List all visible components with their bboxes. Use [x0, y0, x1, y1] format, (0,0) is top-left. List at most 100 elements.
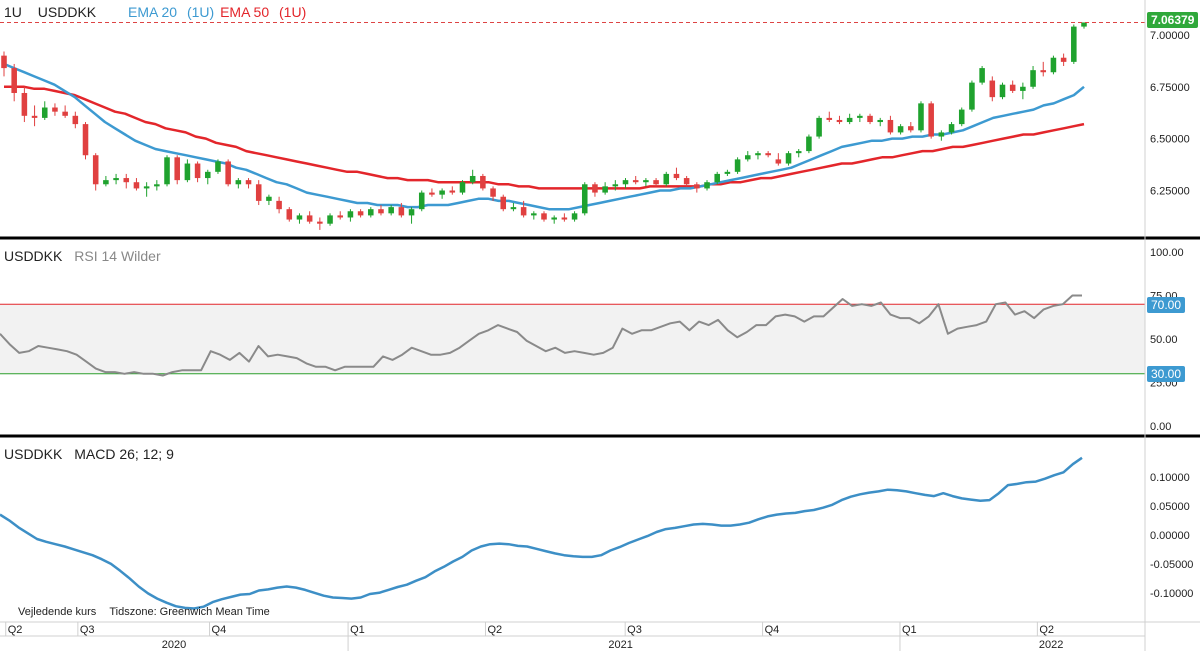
candle-body	[938, 132, 945, 137]
candle	[714, 171, 720, 185]
candle	[327, 213, 333, 226]
candle	[989, 76, 996, 102]
candle	[999, 82, 1006, 100]
candle-body	[592, 184, 598, 193]
candle-body	[418, 192, 425, 210]
candle-body	[806, 136, 812, 152]
candle	[174, 155, 180, 185]
candle	[439, 188, 445, 199]
candle	[510, 202, 517, 212]
candle	[581, 182, 588, 216]
candle-body	[378, 209, 384, 214]
candle	[21, 86, 28, 123]
candle	[744, 151, 751, 162]
macd-panel[interactable]	[0, 456, 1083, 610]
candle-body	[581, 184, 588, 214]
candle	[867, 113, 873, 125]
ema20-legend[interactable]: EMA 20 (1U)	[128, 4, 218, 20]
interval-label[interactable]: 1U	[4, 4, 22, 20]
quarter-label: Q2	[487, 624, 502, 636]
candle-body	[887, 119, 894, 133]
footer-notes: Vejledende kurs Tidszone: Greenwich Mean…	[18, 606, 270, 618]
candle	[266, 194, 272, 206]
candle	[469, 169, 476, 185]
candle-body	[531, 213, 537, 216]
candle-body	[72, 115, 79, 125]
candle	[459, 180, 466, 195]
macd-line	[0, 456, 1083, 610]
candle	[62, 105, 68, 118]
candle-body	[1030, 70, 1036, 87]
candle	[378, 205, 384, 216]
symbol-label[interactable]: USDDKK	[37, 4, 97, 20]
candle-body	[897, 126, 904, 133]
candle-body	[194, 163, 201, 179]
candle	[113, 173, 119, 185]
ema50-legend[interactable]: EMA 50 (1U)	[220, 4, 306, 20]
candle	[1081, 22, 1087, 29]
candle-body	[846, 117, 853, 123]
candle-body	[704, 182, 710, 189]
candle-body	[622, 180, 629, 185]
ema20-line	[3, 62, 1085, 211]
quarter-label: Q4	[765, 624, 780, 636]
candle-body	[908, 126, 914, 131]
candle	[1040, 61, 1047, 77]
candle	[806, 134, 812, 154]
price-y-tick-label: 6.75000	[1150, 82, 1190, 94]
candle-body	[918, 103, 924, 131]
candle	[836, 115, 843, 125]
candle	[643, 178, 649, 187]
candle	[490, 186, 496, 201]
candle	[857, 113, 863, 123]
candle	[276, 196, 282, 214]
candle	[551, 215, 557, 224]
candle-body	[541, 213, 547, 220]
candle-body	[480, 175, 486, 189]
candle-body	[653, 180, 659, 185]
price-panel[interactable]	[0, 21, 1145, 230]
candle	[826, 111, 833, 123]
rsi-header: USDDKK RSI 14 Wilder	[4, 248, 161, 264]
candle-body	[1040, 70, 1047, 73]
candle-body	[602, 186, 608, 193]
candle-body	[1009, 84, 1016, 91]
candle-body	[62, 111, 68, 116]
candle	[816, 115, 822, 139]
year-label: 2020	[162, 639, 186, 651]
candle-body	[255, 184, 262, 201]
candle	[225, 159, 231, 187]
candle	[255, 180, 262, 206]
macd-symbol-label[interactable]: USDDKK	[4, 446, 63, 462]
macd-indicator-label[interactable]: MACD 26; 12; 9	[74, 446, 174, 462]
rsi-indicator-label[interactable]: RSI 14 Wilder	[74, 248, 161, 264]
candle	[663, 171, 670, 187]
rsi-panel[interactable]	[0, 294, 1145, 377]
candle-body	[11, 68, 17, 93]
candle	[215, 159, 221, 174]
candle	[846, 113, 853, 125]
price-y-tick-label: 6.50000	[1150, 134, 1190, 146]
macd-y-tick-label: -0.10000	[1150, 588, 1193, 600]
candle-body	[21, 92, 28, 116]
macd-y-tick-label: 0.10000	[1150, 472, 1190, 484]
candle	[979, 66, 985, 85]
rsi-symbol-label[interactable]: USDDKK	[4, 248, 63, 264]
candle-body	[368, 209, 374, 216]
year-label: 2022	[1039, 639, 1063, 651]
candle-body	[877, 119, 884, 123]
rsi-y-tick-label: 50.00	[1150, 334, 1178, 346]
candle-body	[327, 215, 333, 224]
ema50-line	[4, 85, 1085, 190]
candle-body	[235, 180, 242, 185]
candle	[1009, 80, 1016, 93]
candle-body	[286, 209, 293, 220]
candle-body	[113, 178, 119, 181]
candle	[1071, 24, 1077, 64]
candle-body	[643, 180, 649, 183]
candle-body	[215, 161, 221, 172]
candle	[235, 178, 242, 189]
candle	[133, 178, 140, 191]
candle-body	[510, 207, 517, 210]
